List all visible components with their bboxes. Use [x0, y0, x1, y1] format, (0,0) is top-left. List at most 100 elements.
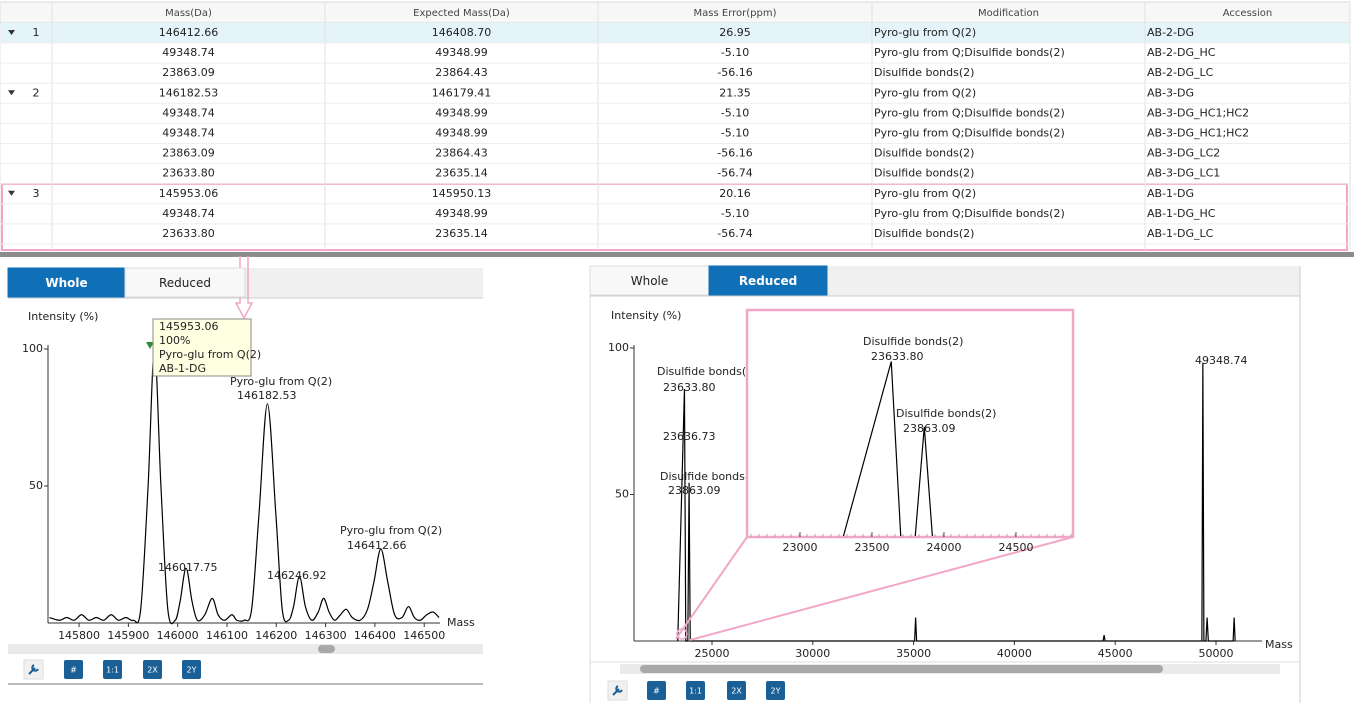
- zoom-link: [689, 536, 1074, 641]
- toolbar-label[interactable]: #: [653, 687, 660, 696]
- toolbar-label[interactable]: 2X: [147, 666, 158, 675]
- cell: 26.95: [719, 26, 751, 39]
- cell: AB-2-DG_HC: [1147, 46, 1216, 59]
- tooltip-line: AB-1-DG: [159, 362, 206, 375]
- inset-x-tick-label: 23000: [782, 541, 817, 554]
- cell: Pyro-glu from Q;Disulfide bonds(2): [874, 207, 1065, 220]
- inset-spectrum-line: [842, 361, 933, 536]
- toolbar-button[interactable]: [727, 681, 746, 700]
- column-header: Mass Error(ppm): [694, 8, 777, 19]
- tab[interactable]: [589, 265, 710, 296]
- wrench-icon: [612, 685, 623, 696]
- inset-plot: [842, 361, 933, 536]
- cell: 146182.53: [159, 86, 219, 99]
- toolbar-label[interactable]: 1:1: [689, 687, 702, 696]
- group-label: 1: [33, 26, 40, 39]
- toolbar-button[interactable]: [182, 660, 201, 679]
- inset-box: [745, 308, 1075, 539]
- cell: AB-1-DG_HC: [1147, 207, 1216, 220]
- cell: Pyro-glu from Q(2): [874, 26, 976, 39]
- cell: Disulfide bonds(2): [874, 167, 974, 180]
- cell: Pyro-glu from Q;Disulfide bonds(2): [874, 106, 1065, 119]
- tab-label[interactable]: Whole: [631, 274, 669, 288]
- cell: 23635.14: [435, 227, 488, 240]
- cell: -56.74: [717, 227, 752, 240]
- peak-annotation: Disulfide bonds(2: [660, 470, 756, 483]
- cell: Pyro-glu from Q(2): [874, 187, 976, 200]
- x-tick-label: 25000: [694, 647, 729, 660]
- cell: AB-3-DG: [1147, 86, 1194, 99]
- cell: AB-3-DG_LC2: [1147, 147, 1220, 160]
- cell: 49348.74: [162, 46, 215, 59]
- scrollbar[interactable]: [8, 644, 483, 654]
- toolbar-label[interactable]: 2X: [731, 687, 742, 696]
- cell: 146179.41: [432, 86, 492, 99]
- x-tick-label: 35000: [896, 647, 931, 660]
- x-axis-title: Mass: [1265, 638, 1293, 651]
- y-axis-title: Intensity (%): [611, 309, 681, 322]
- column-header: Expected Mass(Da): [413, 8, 510, 19]
- cell: Pyro-glu from Q;Disulfide bonds(2): [874, 46, 1065, 59]
- spectrum-line: [49, 348, 440, 625]
- cell: 23633.80: [162, 227, 215, 240]
- cell: 23864.43: [435, 147, 488, 160]
- cell: 49348.74: [162, 207, 215, 220]
- toolbar-button[interactable]: [647, 681, 666, 700]
- peak-annotation: 146246.92: [267, 569, 327, 582]
- toolbar-button[interactable]: [143, 660, 162, 679]
- selected-row: [1, 23, 1350, 43]
- spectrum-line: [677, 362, 1236, 642]
- cell: 49348.99: [435, 207, 488, 220]
- peak-annotation: 146017.75: [158, 561, 218, 574]
- cell: 23633.80: [162, 167, 215, 180]
- x-tick-label: 146100: [206, 629, 248, 642]
- tab[interactable]: [7, 267, 126, 298]
- inset-annotation: Disulfide bonds(2): [863, 335, 963, 348]
- splitter: [0, 252, 1354, 257]
- wrench-icon: [28, 664, 39, 675]
- column-header: Accession: [1223, 8, 1272, 19]
- toolbar-button[interactable]: [766, 681, 785, 700]
- peak-marker: [146, 342, 154, 349]
- toolbar-label[interactable]: #: [70, 666, 77, 675]
- cell: AB-2-DG_LC: [1147, 66, 1214, 79]
- expand-toggle[interactable]: [8, 30, 15, 35]
- toolbar-label[interactable]: 2Y: [187, 666, 197, 675]
- tab[interactable]: [708, 265, 828, 296]
- cell: -56.74: [717, 167, 752, 180]
- toolbar-button[interactable]: [64, 660, 83, 679]
- cell: -5.10: [721, 106, 749, 119]
- cell: 49348.99: [435, 46, 488, 59]
- toolbar-label[interactable]: 2Y: [771, 687, 781, 696]
- scroll-thumb[interactable]: [318, 645, 335, 653]
- expand-toggle[interactable]: [8, 190, 15, 196]
- cell: -5.10: [721, 127, 749, 140]
- peak-annotation: Disulfide bonds(2): [657, 365, 757, 378]
- toolbar-label[interactable]: 1:1: [106, 666, 119, 675]
- cell: 20.16: [719, 187, 751, 200]
- scroll-thumb[interactable]: [640, 665, 1163, 673]
- peak-annotation: 23636.73: [663, 430, 716, 443]
- cell: Disulfide bonds(2): [874, 227, 974, 240]
- cell: Disulfide bonds(2): [874, 66, 974, 79]
- toolbar-button[interactable]: [103, 660, 122, 679]
- tab[interactable]: [124, 267, 246, 298]
- toolbar-button[interactable]: [686, 681, 705, 700]
- y-tick-label: 100: [608, 341, 629, 354]
- peak-annotation: 23633.80: [663, 381, 716, 394]
- cell: 49348.74: [162, 106, 215, 119]
- tab-label[interactable]: Whole: [45, 276, 87, 290]
- tab-label[interactable]: Reduced: [159, 276, 211, 290]
- inset-x-tick-label: 24000: [926, 541, 961, 554]
- expand-toggle[interactable]: [8, 90, 15, 96]
- cell: AB-3-DG_LC1: [1147, 167, 1220, 180]
- tab-label[interactable]: Reduced: [739, 274, 797, 288]
- inset-annotation: 23863.09: [903, 422, 956, 435]
- cell: 23863.09: [162, 147, 215, 160]
- tooltip-line: 100%: [159, 334, 190, 347]
- cell: AB-1-DG_LC: [1147, 227, 1214, 240]
- cell: 23864.43: [435, 66, 488, 79]
- x-tick-label: 40000: [997, 647, 1032, 660]
- cell: 23635.14: [435, 167, 488, 180]
